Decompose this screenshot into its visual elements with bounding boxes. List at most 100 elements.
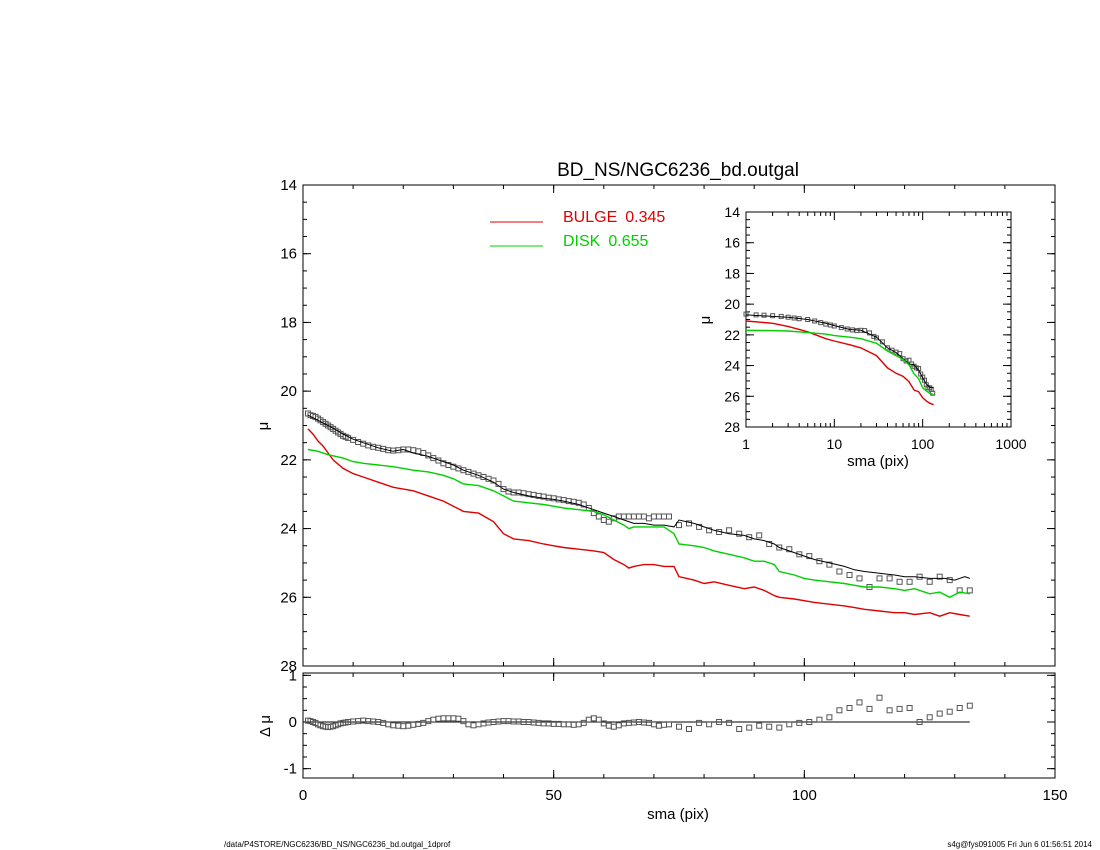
residual-point xyxy=(826,714,833,721)
data-point xyxy=(966,587,973,594)
y-tick-label: 1 xyxy=(289,667,297,684)
legend-bulge-label: BULGE 0.345 xyxy=(563,209,665,226)
data-point xyxy=(666,513,672,520)
residual-point xyxy=(836,707,843,714)
residual-point xyxy=(876,694,883,701)
residual-point xyxy=(676,723,682,730)
y-tick-label: 14 xyxy=(280,177,297,194)
data-point xyxy=(756,532,763,539)
data-point xyxy=(786,546,793,553)
inset-y-axis-label: μ xyxy=(697,316,714,325)
residual-point xyxy=(796,719,803,726)
data-point xyxy=(906,357,912,363)
x-tick-label: 50 xyxy=(545,787,562,804)
x-tick-label: 100 xyxy=(792,787,817,804)
main-ticks: 14 16 18 20 22 24 26 28 xyxy=(280,177,1056,675)
residual-point xyxy=(460,718,467,725)
y-tick-label: 28 xyxy=(280,658,297,675)
residual-point xyxy=(766,723,773,730)
data-point xyxy=(595,513,602,520)
residual-point xyxy=(580,719,587,726)
residual-point xyxy=(726,719,733,726)
y-tick-label: 14 xyxy=(724,204,740,220)
y-tick-label: 26 xyxy=(724,388,740,404)
residual-point xyxy=(696,719,703,726)
residual-point xyxy=(716,719,723,725)
residual-point xyxy=(846,705,853,711)
residual-point xyxy=(746,724,753,731)
disk-line xyxy=(745,329,934,396)
residual-point xyxy=(756,722,763,729)
data-point xyxy=(806,553,813,560)
data-point xyxy=(856,575,863,582)
data-point xyxy=(906,578,913,585)
residual-point xyxy=(916,719,923,725)
residual-series xyxy=(303,694,973,732)
x-tick-label: 1 xyxy=(742,436,750,452)
footer-path: /data/P4STORE/NGC6236/BD_NS/NGC6236_bd.o… xyxy=(224,840,451,849)
data-point xyxy=(879,339,885,345)
residual-point xyxy=(856,699,863,706)
data-point xyxy=(746,534,753,541)
residual-point xyxy=(736,726,743,732)
data-point xyxy=(956,587,963,594)
data-point xyxy=(776,544,783,551)
residual-plot-frame xyxy=(302,672,1056,779)
y-tick-label: 18 xyxy=(724,265,740,281)
residual-ticks: 0 50 100 150-101 xyxy=(284,667,1068,804)
main-plot: BD_NS/NGC6236_bd.outgal 14 16 18 20 22 24 26 28… xyxy=(255,160,1056,675)
data-point xyxy=(590,510,597,517)
x-tick-label: 100 xyxy=(911,436,935,452)
total-line xyxy=(745,314,934,389)
data-point xyxy=(766,541,773,547)
y-tick-label: -1 xyxy=(284,761,297,778)
y-tick-label: 16 xyxy=(724,235,740,251)
data-point xyxy=(896,578,903,585)
data-point xyxy=(876,575,883,582)
main-series xyxy=(305,410,973,617)
data-point xyxy=(846,572,853,578)
bulge-line xyxy=(307,428,970,617)
y-tick-label: 18 xyxy=(280,314,297,331)
data-point xyxy=(736,530,743,537)
inset-ticks: 1 10 100 1000 14 16 18 20 22 24 26 28 xyxy=(724,204,1026,452)
residual-point xyxy=(776,724,783,731)
footer-user-stamp: s4g@fys091005 Fri Jun 6 01:56:51 2014 xyxy=(947,840,1092,849)
y-tick-label: 22 xyxy=(724,327,740,343)
residual-point xyxy=(595,716,602,723)
data-point xyxy=(743,311,749,317)
y-tick-label: 20 xyxy=(724,296,740,312)
data-point xyxy=(686,520,692,527)
chart-title: BD_NS/NGC6236_bd.outgal xyxy=(557,160,799,181)
residual-point xyxy=(946,708,953,715)
residual-point xyxy=(686,726,692,732)
data-point xyxy=(761,312,767,318)
data-point xyxy=(605,518,612,525)
residual-point xyxy=(926,714,933,721)
data-point xyxy=(726,527,733,534)
data-point xyxy=(874,335,879,341)
data-point xyxy=(696,523,703,530)
legend: BULGE 0.345 DISK 0.655 xyxy=(490,209,665,250)
residual-point xyxy=(896,705,903,712)
main-y-axis-label: μ xyxy=(255,422,272,431)
data-point xyxy=(580,501,587,508)
data-point xyxy=(926,578,933,585)
data-point xyxy=(836,568,843,575)
y-tick-label: 26 xyxy=(280,589,297,606)
bulge-line xyxy=(745,320,934,406)
residual-plot: 0 50 100 150-101 Δ μ sma (pix) xyxy=(257,667,1068,823)
residual-point xyxy=(666,721,672,728)
residual-point xyxy=(866,705,873,712)
residual-point xyxy=(886,707,893,714)
data-point xyxy=(886,575,893,582)
total-line xyxy=(307,414,970,581)
residual-y-axis-label: Δ μ xyxy=(257,715,274,737)
y-tick-label: 24 xyxy=(280,521,297,538)
y-tick-label: 28 xyxy=(724,419,740,435)
inset-x-axis-label: sma (pix) xyxy=(847,453,909,470)
residual-point xyxy=(966,702,973,709)
disk-line xyxy=(307,448,970,599)
data-point xyxy=(936,573,943,580)
